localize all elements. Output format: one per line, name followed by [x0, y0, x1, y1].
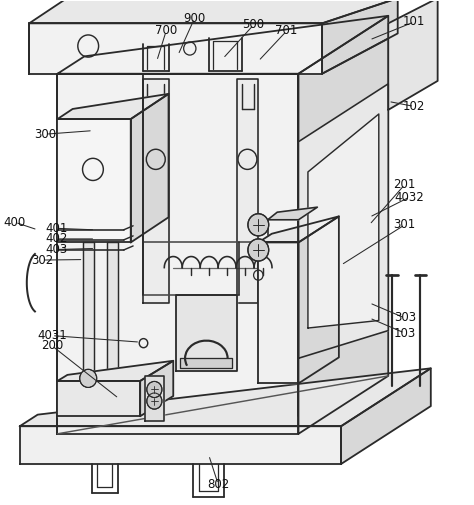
Text: 400: 400	[4, 216, 26, 229]
Text: 402: 402	[46, 232, 68, 245]
Text: 201: 201	[393, 178, 416, 191]
Polygon shape	[388, 0, 438, 110]
Circle shape	[80, 369, 97, 387]
Polygon shape	[322, 0, 398, 74]
Polygon shape	[237, 79, 258, 303]
Circle shape	[248, 239, 269, 261]
Polygon shape	[176, 295, 237, 371]
Text: 103: 103	[394, 327, 416, 339]
Polygon shape	[180, 358, 232, 368]
Text: 700: 700	[155, 24, 177, 37]
Polygon shape	[20, 426, 341, 464]
Polygon shape	[308, 114, 379, 328]
Polygon shape	[131, 94, 169, 242]
Text: 300: 300	[35, 128, 57, 141]
Polygon shape	[57, 16, 388, 74]
Polygon shape	[57, 94, 169, 119]
Polygon shape	[57, 361, 173, 381]
Polygon shape	[83, 242, 94, 403]
Text: 102: 102	[403, 100, 426, 113]
Polygon shape	[341, 368, 431, 464]
Text: 200: 200	[41, 339, 63, 352]
Text: 900: 900	[183, 12, 206, 25]
Polygon shape	[107, 242, 118, 403]
Polygon shape	[57, 119, 131, 242]
Circle shape	[248, 214, 269, 236]
Polygon shape	[20, 368, 431, 426]
Text: 4031: 4031	[37, 329, 67, 342]
Polygon shape	[299, 216, 339, 383]
Text: 403: 403	[46, 243, 68, 256]
Polygon shape	[57, 74, 299, 434]
Polygon shape	[140, 361, 173, 416]
Polygon shape	[258, 216, 339, 242]
Text: 401: 401	[46, 222, 68, 235]
Text: 302: 302	[31, 254, 54, 267]
Polygon shape	[299, 16, 388, 434]
Polygon shape	[143, 79, 169, 303]
Text: 802: 802	[207, 478, 229, 491]
Polygon shape	[57, 381, 140, 416]
Polygon shape	[268, 207, 318, 220]
Text: 4032: 4032	[395, 190, 424, 204]
Circle shape	[147, 393, 162, 409]
Text: 101: 101	[403, 15, 426, 28]
Polygon shape	[29, 23, 322, 74]
Text: 500: 500	[243, 18, 264, 31]
Polygon shape	[258, 242, 299, 383]
Polygon shape	[29, 0, 398, 23]
Text: 301: 301	[394, 218, 416, 231]
Text: 303: 303	[394, 312, 416, 325]
Text: 701: 701	[275, 24, 298, 37]
Polygon shape	[299, 84, 388, 358]
Circle shape	[147, 381, 162, 397]
Polygon shape	[145, 376, 164, 421]
